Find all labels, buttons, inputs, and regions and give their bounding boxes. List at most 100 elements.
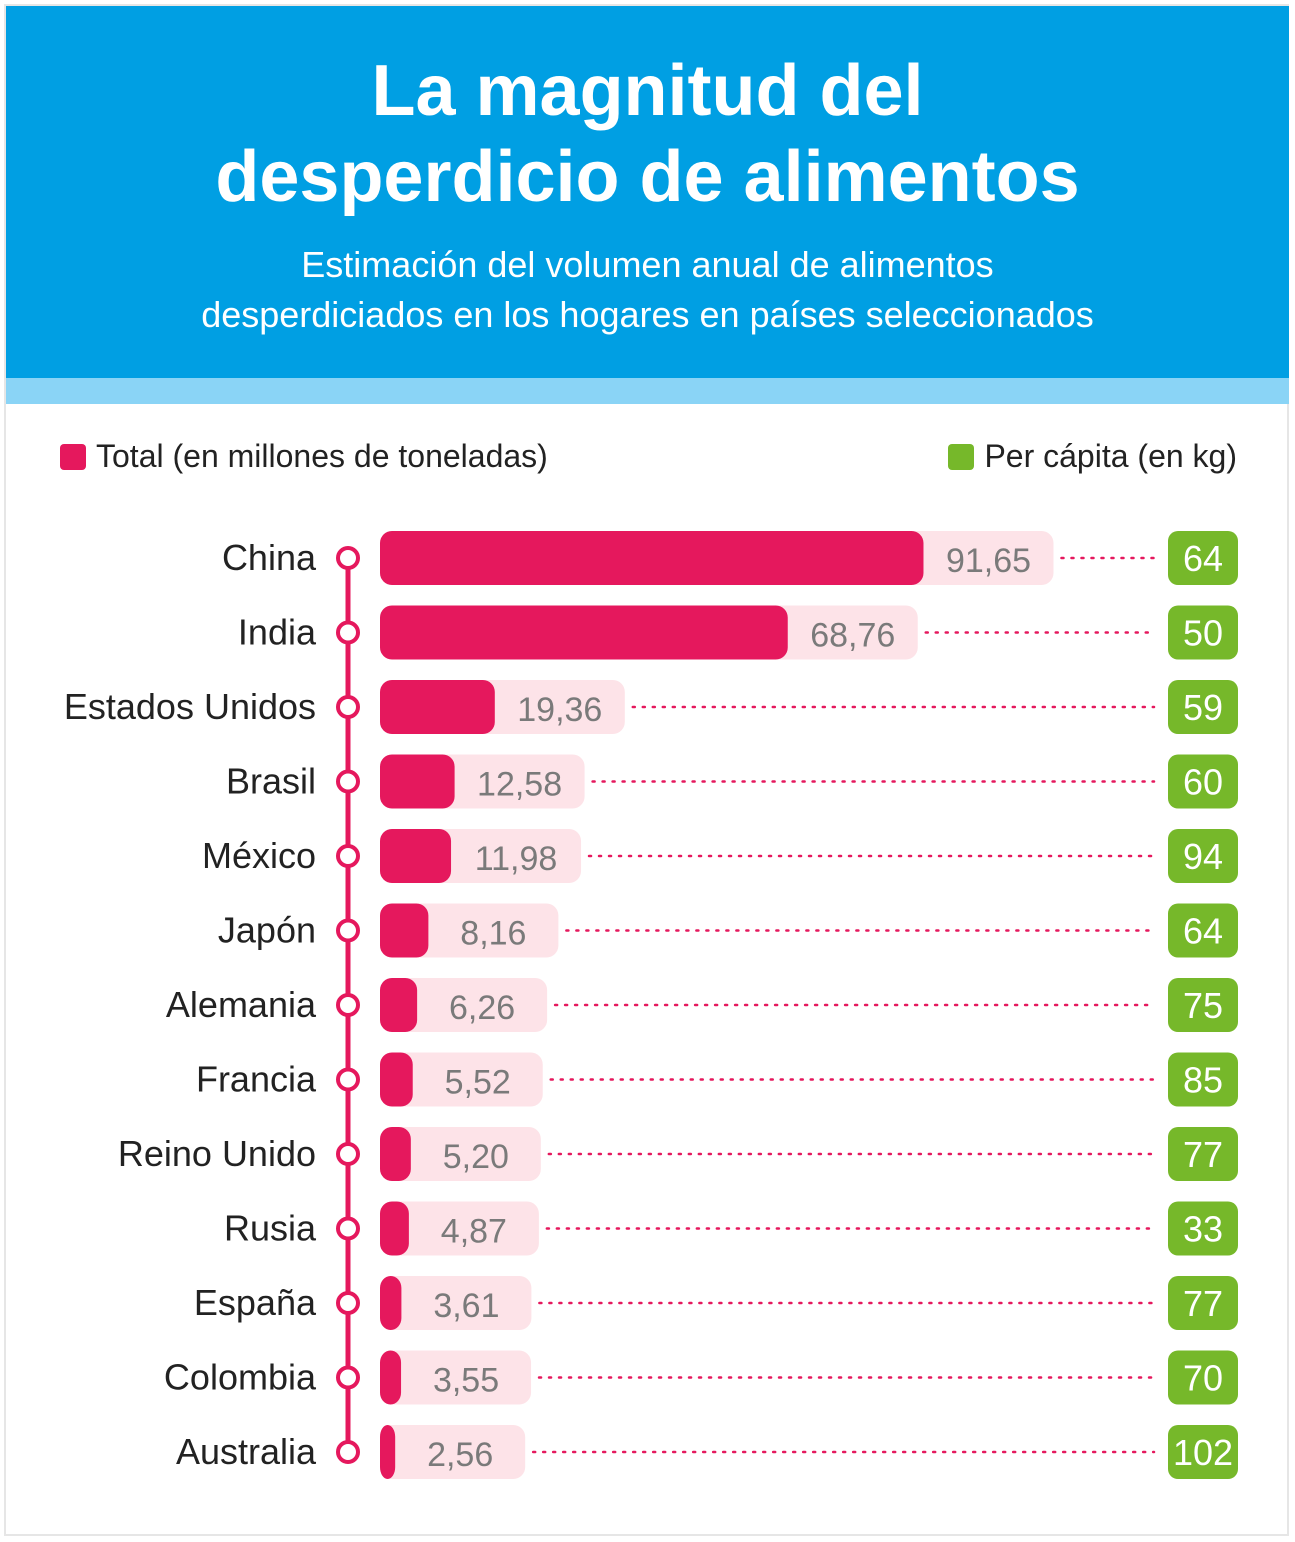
total-bar xyxy=(380,531,924,585)
per-capita-badge xyxy=(1168,605,1238,660)
category-label: Reino Unido xyxy=(118,1133,316,1174)
category-label: China xyxy=(222,537,317,578)
legend-total: Total (en millones de toneladas) xyxy=(60,438,548,475)
per-capita-value-label: 50 xyxy=(1183,613,1223,654)
bar-chart: China 91,65 64 India 68,76 50 Estados Unidos 19… xyxy=(64,531,1238,1479)
category-label: Rusia xyxy=(224,1208,317,1249)
legend-per-capita-label: Per cápita (en kg) xyxy=(984,438,1237,474)
category-label: Brasil xyxy=(226,761,316,802)
legend-per-capita: Per cápita (en kg) xyxy=(948,438,1237,475)
legend-total-swatch xyxy=(60,443,86,470)
total-bar xyxy=(380,829,452,883)
total-bar xyxy=(380,680,495,734)
category-label: India xyxy=(238,612,317,653)
per-capita-badge xyxy=(1168,1350,1238,1405)
per-capita-badge xyxy=(1168,680,1238,734)
per-capita-badge xyxy=(1168,978,1238,1032)
per-capita-badge xyxy=(1168,531,1238,585)
per-capita-value-label: 85 xyxy=(1183,1060,1223,1101)
per-capita-value-label: 75 xyxy=(1183,985,1223,1026)
total-value-label: 19,36 xyxy=(517,691,602,729)
per-capita-value-label: 77 xyxy=(1183,1283,1223,1324)
rail-marker xyxy=(336,993,360,1017)
rail-marker xyxy=(336,1067,360,1092)
total-track xyxy=(380,1276,532,1330)
rail-marker xyxy=(336,769,360,794)
legend-total-label: Total (en millones de toneladas) xyxy=(96,438,548,474)
per-capita-value-label: 102 xyxy=(1173,1432,1233,1473)
total-value-label: 8,16 xyxy=(460,915,526,953)
header-strip xyxy=(6,378,1289,404)
category-label: México xyxy=(202,835,316,876)
total-value-label: 5,52 xyxy=(445,1064,511,1102)
total-value-label: 12,58 xyxy=(477,766,562,804)
rail-marker xyxy=(336,1291,360,1315)
per-capita-value-label: 64 xyxy=(1183,911,1223,952)
rail-marker xyxy=(336,1216,360,1241)
total-value-label: 4,87 xyxy=(441,1213,507,1251)
rail-marker xyxy=(336,620,360,645)
total-value-label: 6,26 xyxy=(449,989,515,1027)
per-capita-badge xyxy=(1168,1276,1238,1330)
category-label: Francia xyxy=(196,1059,317,1100)
category-label: Japón xyxy=(218,910,316,951)
category-label: Alemania xyxy=(166,984,317,1025)
per-capita-badge xyxy=(1168,903,1238,958)
per-capita-badge xyxy=(1168,1425,1238,1479)
per-capita-value-label: 64 xyxy=(1183,538,1223,579)
total-value-label: 2,56 xyxy=(427,1436,493,1474)
total-bar xyxy=(380,978,418,1032)
total-bar xyxy=(380,1425,396,1479)
total-value-label: 3,61 xyxy=(433,1287,499,1325)
per-capita-value-label: 60 xyxy=(1183,762,1223,803)
per-capita-badge xyxy=(1168,1052,1238,1107)
per-capita-badge xyxy=(1168,754,1238,809)
page-title: La magnitud del desperdicio de alimentos xyxy=(6,6,1289,220)
total-value-label: 68,76 xyxy=(810,617,895,655)
per-capita-badge xyxy=(1168,829,1238,883)
subtitle-line-1: Estimación del volumen anual de alimento… xyxy=(301,244,994,285)
category-label: Colombia xyxy=(164,1357,317,1398)
category-label: Australia xyxy=(176,1431,317,1472)
total-value-label: 3,55 xyxy=(433,1362,499,1400)
total-value-label: 11,98 xyxy=(475,840,558,878)
total-bar xyxy=(380,605,788,660)
total-bar xyxy=(380,1350,402,1405)
total-bar xyxy=(380,903,429,958)
title-line-1: La magnitud del xyxy=(371,51,924,131)
rail-marker xyxy=(336,546,360,570)
total-bar xyxy=(380,754,455,809)
rail-marker xyxy=(336,1440,360,1464)
rail-marker xyxy=(336,844,360,868)
total-value-label: 91,65 xyxy=(946,542,1031,580)
title-line-2: desperdicio de alimentos xyxy=(215,137,1080,217)
rail-marker xyxy=(336,1142,360,1166)
per-capita-value-label: 59 xyxy=(1183,687,1223,728)
per-capita-badge xyxy=(1168,1201,1238,1256)
total-bar xyxy=(380,1276,402,1330)
total-track xyxy=(380,1052,543,1107)
category-label: España xyxy=(194,1282,317,1323)
rail-marker xyxy=(336,1365,360,1390)
total-track xyxy=(380,1350,532,1405)
category-label: Estados Unidos xyxy=(64,686,316,727)
subtitle-line-2: desperdiciados en los hogares en países … xyxy=(201,294,1094,335)
total-bar xyxy=(380,1052,413,1107)
total-bar xyxy=(380,1201,409,1256)
legend-per-capita-swatch xyxy=(948,443,975,470)
per-capita-value-label: 70 xyxy=(1183,1358,1223,1399)
rail-marker xyxy=(336,918,360,943)
header: La magnitud del desperdicio de alimentos… xyxy=(6,6,1289,378)
per-capita-badge xyxy=(1168,1127,1238,1181)
total-bar xyxy=(380,1127,411,1181)
total-track xyxy=(380,1201,539,1256)
rail-marker xyxy=(336,695,360,719)
total-track xyxy=(380,978,548,1032)
total-value-label: 5,20 xyxy=(443,1138,509,1176)
total-track xyxy=(380,1127,541,1181)
per-capita-value-label: 77 xyxy=(1183,1134,1223,1175)
per-capita-value-label: 33 xyxy=(1183,1209,1223,1250)
total-track xyxy=(380,1425,526,1479)
page-subtitle: Estimación del volumen anual de alimento… xyxy=(6,240,1289,340)
per-capita-value-label: 94 xyxy=(1183,836,1223,877)
